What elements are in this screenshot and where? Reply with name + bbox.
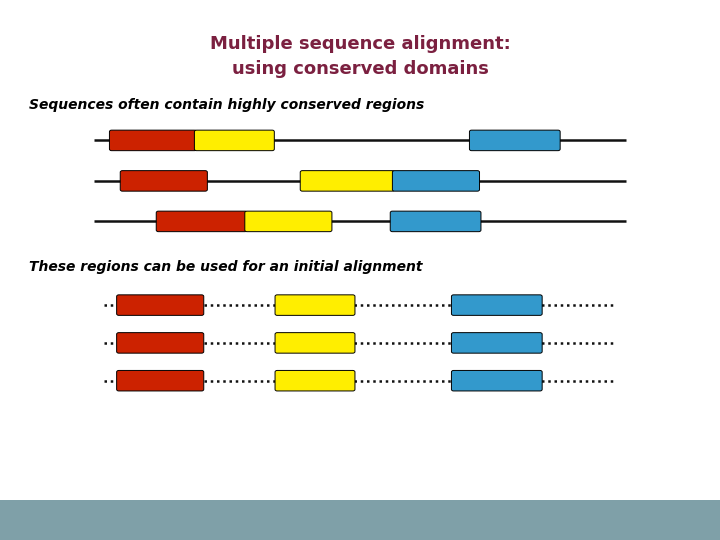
- FancyBboxPatch shape: [0, 500, 720, 540]
- FancyBboxPatch shape: [117, 370, 204, 391]
- FancyBboxPatch shape: [156, 211, 247, 232]
- FancyBboxPatch shape: [275, 295, 355, 315]
- FancyBboxPatch shape: [275, 333, 355, 353]
- Text: These regions can be used for an initial alignment: These regions can be used for an initial…: [29, 260, 423, 274]
- FancyBboxPatch shape: [275, 370, 355, 391]
- FancyBboxPatch shape: [109, 130, 197, 151]
- Text: Sequences often contain highly conserved regions: Sequences often contain highly conserved…: [29, 98, 424, 112]
- FancyBboxPatch shape: [117, 333, 204, 353]
- FancyBboxPatch shape: [194, 130, 274, 151]
- FancyBboxPatch shape: [451, 295, 542, 315]
- FancyBboxPatch shape: [120, 171, 207, 191]
- FancyBboxPatch shape: [300, 171, 395, 191]
- FancyBboxPatch shape: [245, 211, 332, 232]
- FancyBboxPatch shape: [451, 370, 542, 391]
- FancyBboxPatch shape: [451, 333, 542, 353]
- FancyBboxPatch shape: [390, 211, 481, 232]
- FancyBboxPatch shape: [117, 295, 204, 315]
- Text: Multiple sequence alignment:
using conserved domains: Multiple sequence alignment: using conse…: [210, 35, 510, 78]
- FancyBboxPatch shape: [469, 130, 560, 151]
- FancyBboxPatch shape: [392, 171, 480, 191]
